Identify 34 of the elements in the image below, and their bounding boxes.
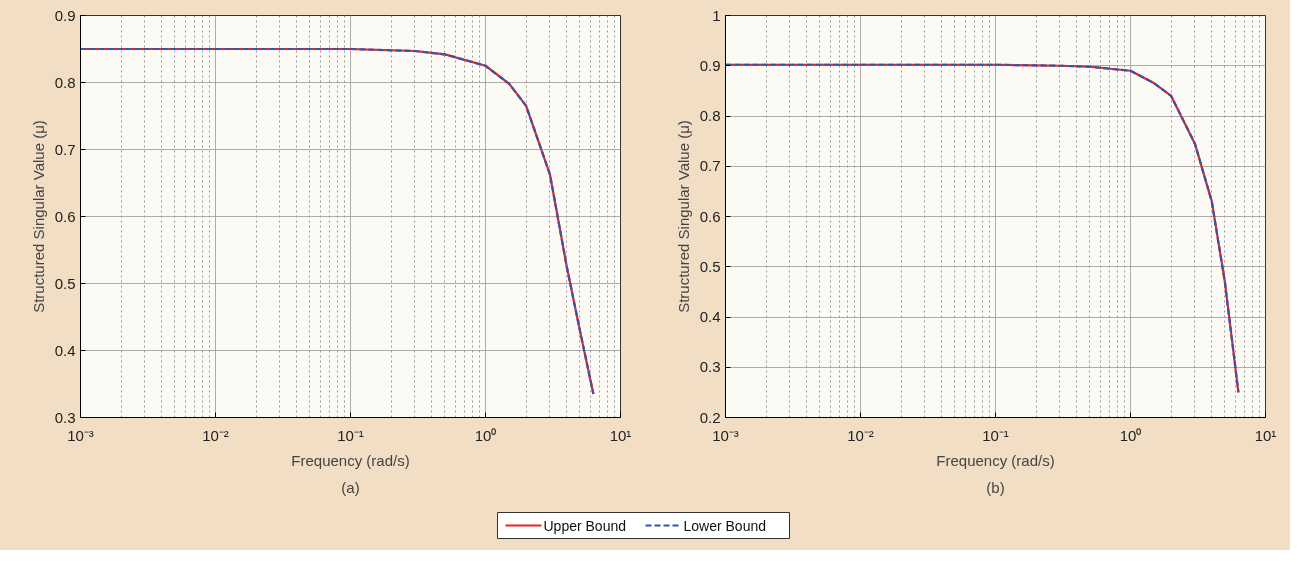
x-tick-label: 10⁻¹ xyxy=(982,426,1009,444)
y-axis-title: Structured Singular Value (μ) xyxy=(674,120,692,313)
text: (a) xyxy=(341,478,360,496)
x-tick-label: 10⁰ xyxy=(474,426,497,444)
y-tick-label: 0.9 xyxy=(54,6,76,24)
x-tick-label: 10⁻¹ xyxy=(337,426,364,444)
x-tick-label: 10⁻³ xyxy=(67,426,94,444)
y-tick-label: 0.5 xyxy=(699,257,721,275)
x-tick-label: 10⁰ xyxy=(1119,426,1142,444)
y-tick-label: 0.3 xyxy=(54,408,76,426)
y-tick-label: 0.3 xyxy=(699,358,721,376)
x-tick-label: 10⁻³ xyxy=(712,426,739,444)
y-tick-label: 0.7 xyxy=(699,157,721,175)
y-tick-label: 0.7 xyxy=(54,140,76,158)
y-tick-label: 0.4 xyxy=(54,341,76,359)
y-tick-label: 0.8 xyxy=(54,73,76,91)
x-tick-label: 10⁻² xyxy=(202,426,229,444)
y-tick-label: 0.5 xyxy=(54,274,76,292)
text: (b) xyxy=(986,478,1005,496)
y-tick-label: 0.4 xyxy=(699,308,721,325)
x-axis-title: Frequency (rad/s) xyxy=(291,451,410,469)
y-tick-label: 1 xyxy=(712,6,721,24)
legend-label: Upper Bound xyxy=(543,517,627,534)
y-tick-label: 0.8 xyxy=(699,107,721,124)
x-tick-label: 10¹ xyxy=(609,426,632,444)
legend-label: Lower Bound xyxy=(683,517,767,534)
y-tick-label: 0.9 xyxy=(699,56,721,74)
y-axis-title: Structured Singular Value (μ) xyxy=(29,120,47,313)
y-tick-label: 0.2 xyxy=(699,408,721,426)
y-tick-label: 0.6 xyxy=(699,207,721,225)
x-tick-label: 10¹ xyxy=(1254,426,1277,444)
x-tick-label: 10⁻² xyxy=(847,426,874,444)
y-tick-label: 0.6 xyxy=(54,207,76,225)
x-axis-title: Frequency (rad/s) xyxy=(936,451,1055,469)
